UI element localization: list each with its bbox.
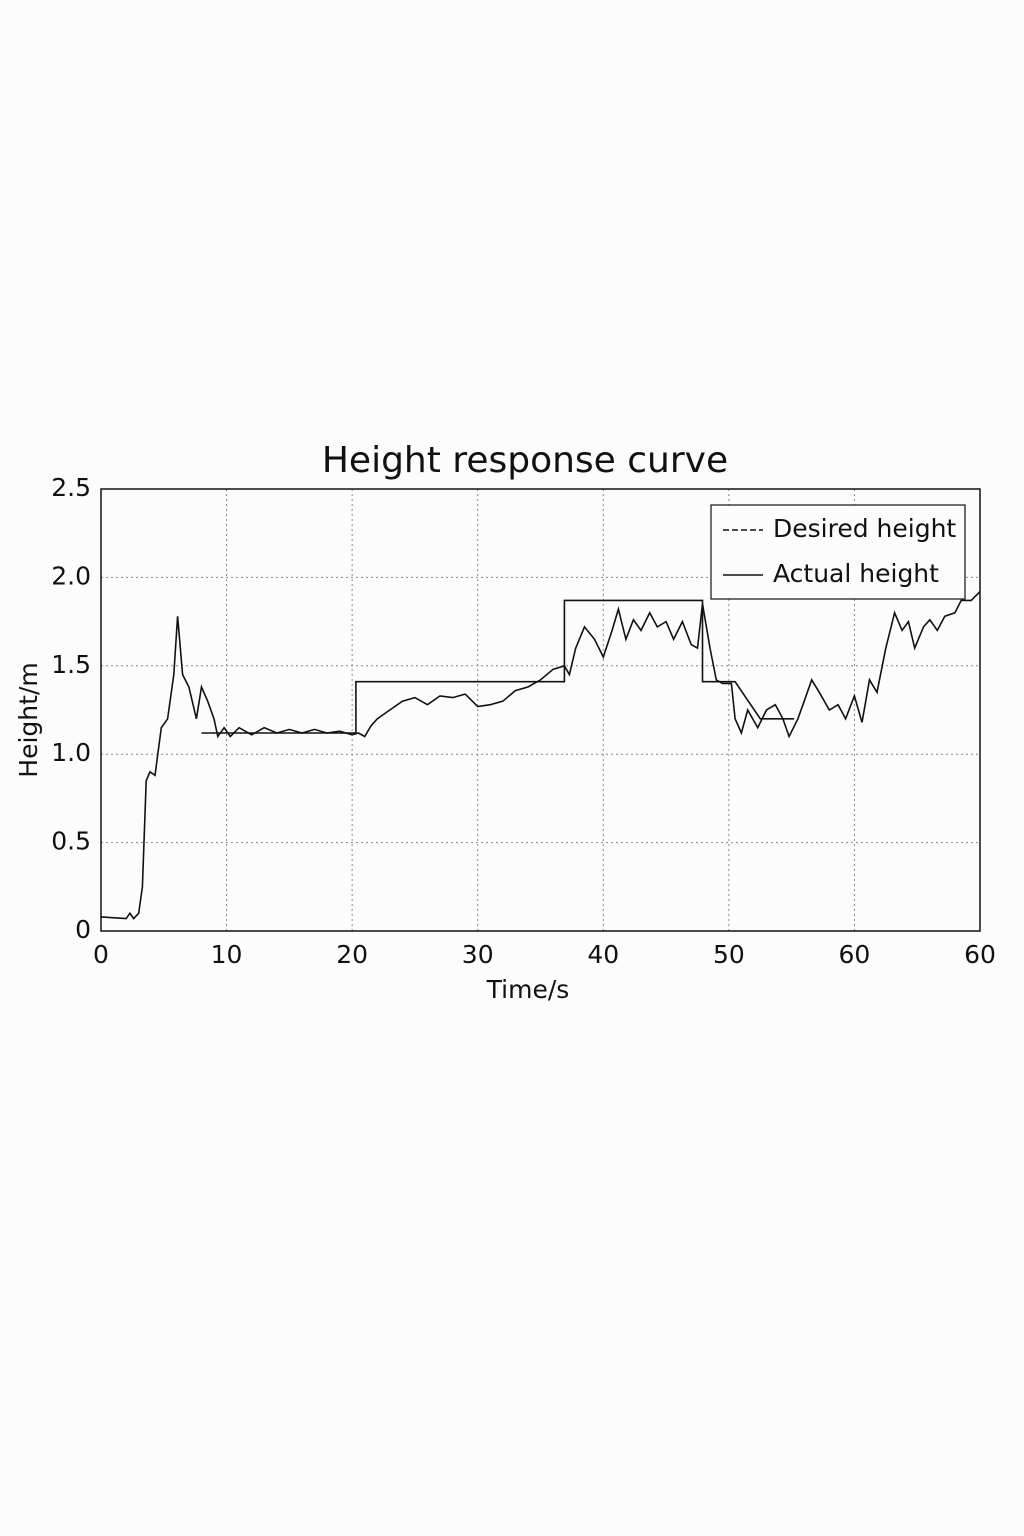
- legend-label: Desired height: [773, 514, 956, 543]
- x-tick-label: 60: [964, 940, 996, 969]
- y-tick-label: 2.0: [51, 561, 91, 590]
- chart-title: Height response curve: [322, 440, 728, 481]
- x-tick-label: 30: [462, 940, 494, 969]
- legend-label: Actual height: [773, 559, 939, 588]
- series-line: [201, 599, 795, 734]
- x-tick-label: 60: [839, 940, 871, 969]
- y-tick-label: 1.5: [51, 650, 91, 679]
- x-tick-label: 10: [211, 940, 243, 969]
- x-tick-label: 20: [336, 940, 368, 969]
- x-axis-label: Time/s: [486, 975, 570, 1004]
- series-line: [100, 590, 981, 920]
- y-tick-label: 1.0: [51, 738, 91, 767]
- x-tick-label: 50: [713, 940, 745, 969]
- x-tick-label: 0: [93, 940, 109, 969]
- y-tick-label: 0.5: [51, 827, 91, 856]
- legend-box: [710, 504, 966, 600]
- y-axis-label: Height/m: [14, 662, 43, 777]
- y-tick-label: 0: [75, 915, 91, 944]
- plot-frame: [100, 488, 981, 932]
- x-tick-label: 40: [587, 940, 619, 969]
- y-tick-label: 2.5: [51, 473, 91, 502]
